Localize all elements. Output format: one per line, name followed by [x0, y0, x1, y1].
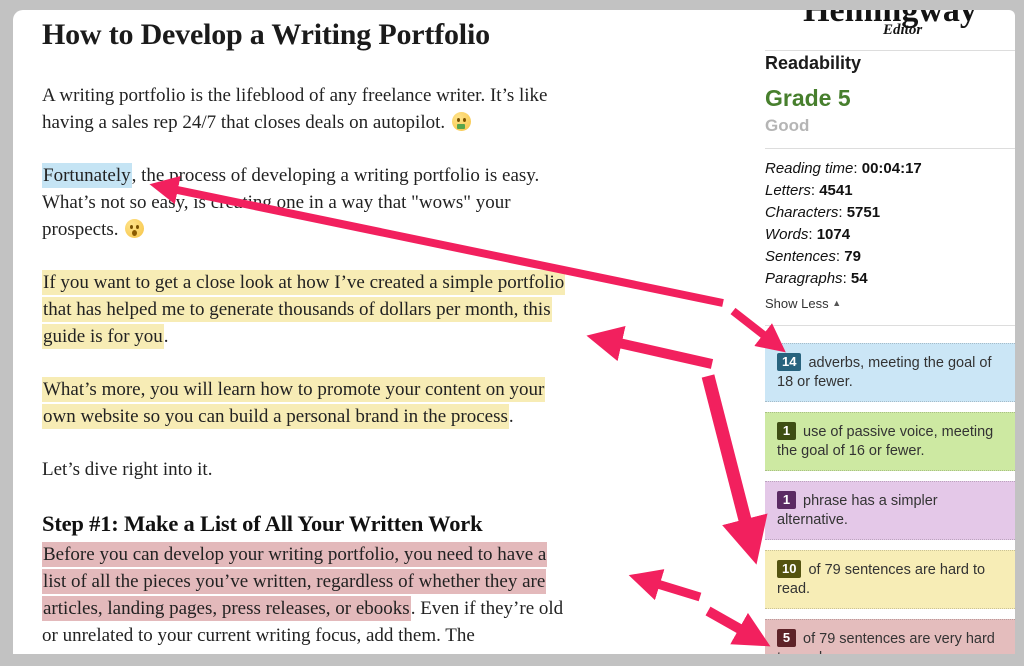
section-heading: Step #1: Make a List of All Your Written… — [42, 511, 483, 536]
issue-box-text: adverbs, meeting the goal of 18 or fewer… — [777, 355, 992, 390]
paragraph[interactable]: What’s more, you will learn how to promo… — [42, 376, 682, 430]
issue-box-adverbs[interactable]: 14 adverbs, meeting the goal of 18 or fe… — [765, 343, 1015, 402]
stat-label: Paragraphs — [765, 270, 843, 287]
text-line: own website so you can build a personal … — [42, 403, 682, 430]
hemingway-logo: Hemingway Editor — [765, 10, 1015, 38]
sidebar: Hemingway Editor Readability Grade 5 Goo… — [765, 10, 1015, 654]
stat-value: 4541 — [819, 182, 853, 199]
text-segment: or unrelated to your current writing foc… — [42, 625, 475, 646]
highlight-red: Before you can develop your writing port… — [42, 542, 548, 567]
paragraph[interactable]: Let’s dive right into it. — [42, 456, 682, 483]
paragraph[interactable]: A writing portfolio is the lifeblood of … — [42, 82, 682, 136]
text-segment: , the process of developing a writing po… — [131, 165, 540, 186]
text-line: What’s not so easy, is creating one in a… — [42, 189, 682, 216]
text-segment: . Even if they’re old — [410, 598, 564, 619]
stat-row: Paragraphs: 54 — [765, 270, 868, 287]
stat-label: Letters — [765, 182, 811, 199]
issue-box-text: phrase has a simpler alternative. — [777, 493, 938, 528]
highlight-red: articles, landing pages, press releases,… — [42, 596, 411, 621]
highlight-yellow: What’s more, you will learn how to promo… — [42, 377, 546, 402]
stat-value: 1074 — [816, 226, 851, 243]
show-less-label: Show Less — [765, 296, 829, 311]
text-line: articles, landing pages, press releases,… — [42, 595, 682, 622]
issue-box-passive[interactable]: 1 use of passive voice, meeting the goal… — [765, 412, 1015, 471]
text-line: What’s more, you will learn how to promo… — [42, 376, 682, 403]
text-line: Before you can develop your writing port… — [42, 541, 682, 568]
stat-row: Letters: 4541 — [765, 182, 853, 199]
readability-grade: Grade 5 — [765, 85, 851, 111]
editor-text-area[interactable]: How to Develop a Writing Portfolio A wri… — [13, 10, 765, 654]
document-body[interactable]: A writing portfolio is the lifeblood of … — [42, 82, 682, 654]
text-line: prospects. — [42, 216, 682, 243]
issue-boxes: 14 adverbs, meeting the goal of 18 or fe… — [765, 343, 1015, 654]
text-line: Fortunately, the process of developing a… — [42, 162, 682, 189]
text-line: guide is for you. — [42, 323, 682, 350]
show-less-toggle[interactable]: Show Less ▲ — [765, 296, 1015, 311]
stat-value: 54 — [850, 270, 868, 287]
text-line: or unrelated to your current writing foc… — [42, 622, 682, 649]
highlight-yellow: guide is for you — [42, 324, 164, 349]
stat-label: Characters — [765, 204, 839, 221]
stat-label: Words — [765, 226, 809, 243]
readability-heading: Readability — [765, 53, 862, 73]
issue-count-badge: 5 — [777, 629, 796, 647]
stat-row: Sentences: 79 — [765, 248, 861, 265]
issue-count-badge: 10 — [777, 560, 802, 578]
stat-value: 79 — [844, 248, 861, 265]
text-line: A writing portfolio is the lifeblood of … — [42, 82, 682, 109]
issue-count-badge: 14 — [777, 353, 802, 371]
issue-box-text: of 79 sentences are very hard to read. — [777, 631, 995, 654]
issue-count-badge: 1 — [777, 422, 796, 440]
issue-box-veryhard[interactable]: 5 of 79 sentences are very hard to read. — [765, 619, 1015, 654]
text-line: Let’s dive right into it. — [42, 456, 682, 483]
text-segment: having a sales rep 24/7 that closes deal… — [42, 112, 450, 133]
stat-row: Characters: 5751 — [765, 204, 881, 221]
stat-row: Reading time: 00:04:17 — [765, 160, 922, 177]
divider — [765, 50, 1015, 51]
hushed-face-icon — [125, 219, 145, 238]
money-mouth-face-icon — [451, 112, 471, 131]
logo-brand-text: Hemingway — [803, 10, 977, 29]
highlight-blue: Fortunately — [42, 163, 132, 188]
stat-row: Words: 1074 — [765, 226, 851, 243]
highlight-yellow: own website so you can build a personal … — [42, 404, 509, 429]
divider — [765, 148, 1015, 149]
hemingway-app-window: How to Develop a Writing Portfolio A wri… — [13, 10, 1015, 654]
paragraph[interactable]: Before you can develop your writing port… — [42, 541, 682, 654]
divider — [765, 325, 1015, 326]
issue-count-badge: 1 — [777, 491, 796, 509]
text-line: that has helped me to generate thousands… — [42, 296, 682, 323]
issue-box-hard[interactable]: 10 of 79 sentences are hard to read. — [765, 550, 1015, 609]
text-segment: . — [508, 406, 514, 427]
issue-box-phrases[interactable]: 1 phrase has a simpler alternative. — [765, 481, 1015, 540]
text-line: prioritization comes later. — [42, 649, 682, 654]
chevron-up-icon: ▲ — [832, 298, 842, 308]
text-segment: Let’s dive right into it. — [42, 459, 213, 480]
text-segment: A writing portfolio is the lifeblood of … — [42, 85, 548, 106]
issue-box-text: use of passive voice, meeting the goal o… — [777, 424, 994, 459]
text-segment: What’s not so easy, is creating one in a… — [42, 192, 511, 213]
text-line: If you want to get a close look at how I… — [42, 269, 682, 296]
stats-list: Reading time: 00:04:17 Letters: 4541 Chara… — [765, 158, 1015, 290]
stat-label: Reading time — [765, 160, 854, 177]
paragraph[interactable]: Fortunately, the process of developing a… — [42, 162, 682, 243]
logo-editor-text: Editor — [883, 22, 923, 38]
stat-value: 5751 — [846, 204, 881, 221]
document-title: How to Develop a Writing Portfolio — [42, 18, 490, 51]
stat-label: Sentences — [765, 248, 836, 265]
stat-value: 00:04:17 — [861, 160, 922, 177]
text-segment: . — [163, 326, 169, 347]
text-segment: prioritization comes later. — [42, 652, 237, 654]
readability-rating: Good — [765, 116, 810, 135]
text-line: having a sales rep 24/7 that closes deal… — [42, 109, 682, 136]
highlight-yellow: that has helped me to generate thousands… — [42, 297, 552, 322]
highlight-red: list of all the pieces you’ve written, r… — [42, 569, 547, 594]
highlight-yellow: If you want to get a close look at how I… — [42, 270, 566, 295]
paragraph[interactable]: If you want to get a close look at how I… — [42, 269, 682, 350]
issue-box-text: of 79 sentences are hard to read. — [777, 562, 986, 597]
text-segment: prospects. — [42, 219, 124, 240]
text-line: list of all the pieces you’ve written, r… — [42, 568, 682, 595]
